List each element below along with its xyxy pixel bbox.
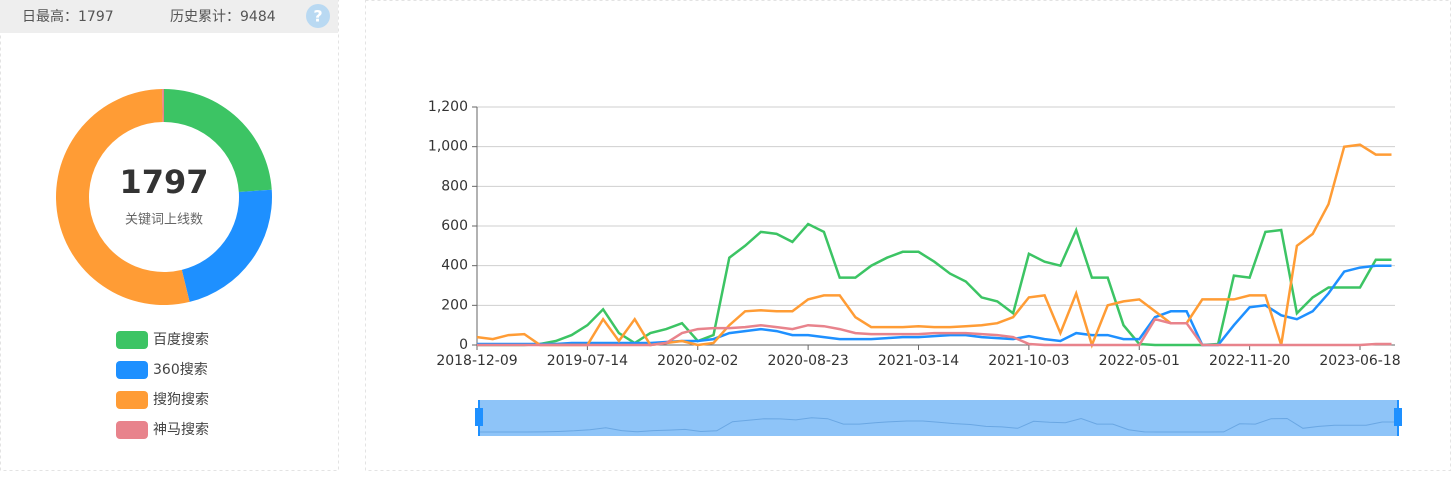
y-tick-label: 0 (459, 337, 468, 353)
legend-label: 百度搜索 (153, 331, 209, 348)
x-tick-label: 2022-05-01 (1099, 353, 1180, 369)
x-tick-label: 2023-06-18 (1319, 353, 1400, 369)
series-line: 神马搜索 (477, 317, 1392, 347)
donut-slice (181, 189, 272, 302)
zoom-preview (479, 417, 1398, 433)
donut-slice (164, 89, 272, 192)
x-tick-label: 2020-08-23 (767, 353, 848, 369)
center-caption: 关键词上线数 (125, 213, 203, 228)
y-tick-label: 1,200 (428, 99, 468, 115)
y-tick-label: 800 (441, 178, 468, 194)
series-line: 360搜索 (477, 264, 1392, 347)
legend-swatch (116, 331, 148, 349)
legend-swatch (116, 391, 148, 409)
zoom-track[interactable] (479, 400, 1398, 436)
line-chart: 0 200 400 600 800 1,000 1,200 2018-12-09 2019-07… (428, 99, 1402, 436)
donut-slice (162, 89, 164, 123)
y-tick-label: 600 (441, 218, 468, 234)
legend-swatch (116, 421, 148, 439)
series-line: 百度搜索 (477, 222, 1392, 347)
series-line: 搜狗搜索 (476, 143, 1392, 349)
x-tick-label: 2018-12-09 (436, 353, 517, 369)
x-tick-label: 2021-10-03 (988, 353, 1069, 369)
center-value: 1797 (119, 163, 208, 201)
daily-max: 日最高：1797 (22, 8, 114, 25)
help-icon[interactable] (306, 4, 330, 28)
legend-label: 神马搜索 (153, 421, 209, 438)
legend-label: 360搜索 (153, 361, 208, 378)
total: 历史累计：9484 (170, 9, 276, 25)
legend-label: 搜狗搜索 (153, 391, 209, 408)
x-tick-label: 2020-02-02 (657, 353, 738, 369)
help-icon-text[interactable]: ? (313, 7, 322, 26)
legend-swatch (116, 361, 148, 379)
x-tick-label: 2019-07-14 (547, 353, 628, 369)
y-tick-label: 400 (441, 258, 468, 274)
y-tick-label: 200 (441, 297, 468, 313)
x-tick-label: 2022-11-20 (1209, 353, 1290, 369)
donut-slice (56, 89, 190, 305)
header-bar (0, 0, 338, 33)
x-tick-label: 2021-03-14 (878, 353, 959, 369)
y-tick-label: 1,000 (428, 139, 468, 155)
